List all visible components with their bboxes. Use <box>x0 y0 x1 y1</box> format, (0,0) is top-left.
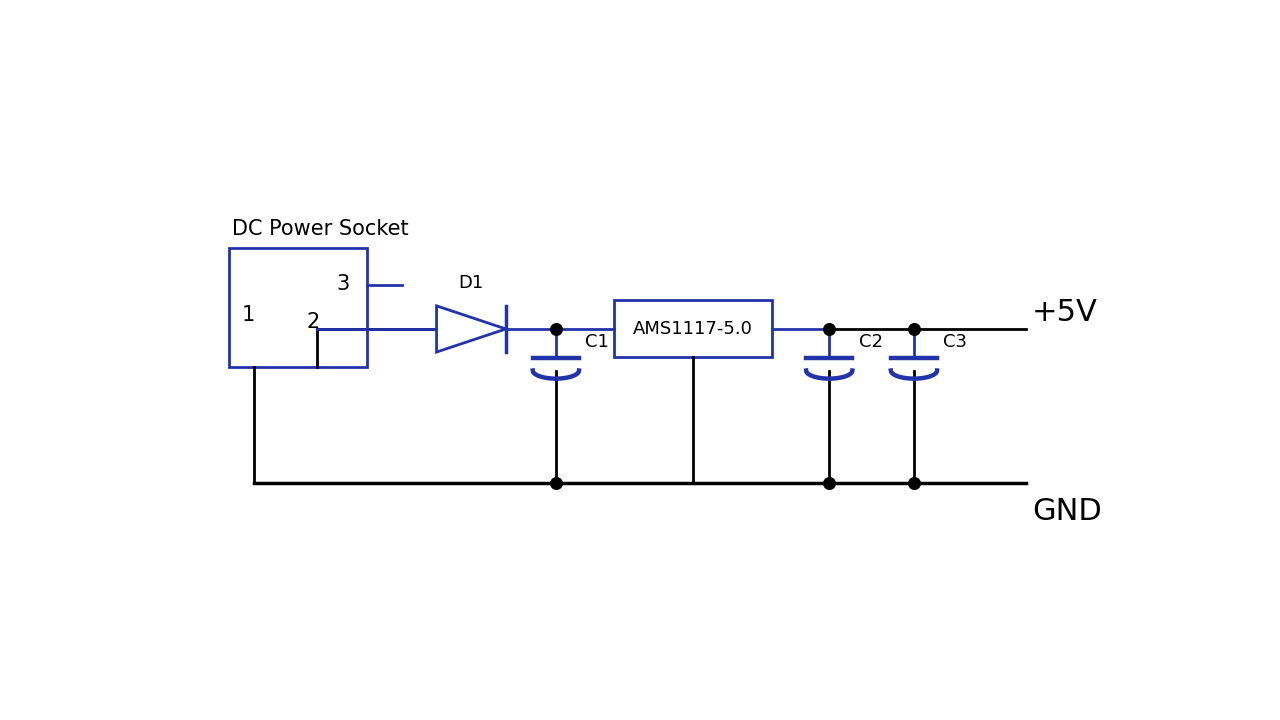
Text: 2: 2 <box>307 312 320 332</box>
Point <box>819 323 840 335</box>
Text: D1: D1 <box>458 274 484 292</box>
Text: C2: C2 <box>859 333 882 351</box>
Polygon shape <box>436 306 506 352</box>
Text: C3: C3 <box>943 333 968 351</box>
Text: 3: 3 <box>335 274 349 294</box>
Point <box>545 323 566 335</box>
Text: +5V: +5V <box>1032 297 1098 326</box>
Text: GND: GND <box>1032 497 1102 526</box>
Point <box>819 477 840 489</box>
Point <box>904 477 924 489</box>
Point <box>545 477 566 489</box>
Text: C1: C1 <box>585 333 609 351</box>
Bar <box>613 300 772 357</box>
Text: 1: 1 <box>241 305 255 325</box>
Text: AMS1117-5.0: AMS1117-5.0 <box>632 320 753 338</box>
Bar <box>229 248 367 367</box>
Point <box>904 323 924 335</box>
Text: DC Power Socket: DC Power Socket <box>233 219 410 239</box>
